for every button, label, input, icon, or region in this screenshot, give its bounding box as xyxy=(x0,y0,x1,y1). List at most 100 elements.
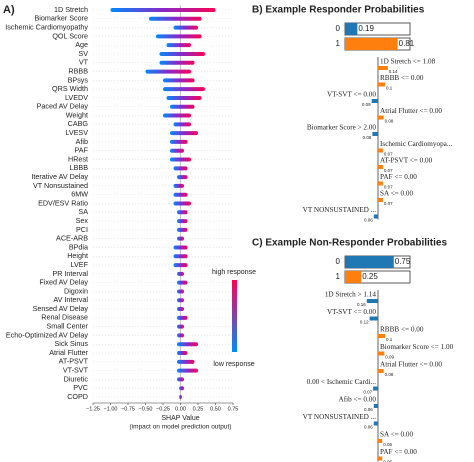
feature-label: ACE-ARB xyxy=(56,234,88,243)
shap-spread xyxy=(177,359,195,364)
shap-spread xyxy=(177,236,184,241)
shap-spread xyxy=(177,342,198,347)
weight-value: 0.07 xyxy=(384,201,393,206)
feature-label: QRS Width xyxy=(52,84,88,93)
weight-value: 0.09 xyxy=(362,102,371,107)
panel-label: A) xyxy=(3,4,15,16)
weight-value: 0.16 xyxy=(357,302,366,307)
feature-label: Biomarker Score xyxy=(34,14,88,23)
feature-label: Afib xyxy=(76,137,88,146)
prob-value: 0.25 xyxy=(362,272,378,281)
feature-label: Paced AV Delay xyxy=(37,102,89,111)
shap-spread xyxy=(177,324,184,329)
x-tick-label: 0.75 xyxy=(228,406,239,412)
weight-value: 0.06 xyxy=(383,442,392,447)
weight-value: 0.07 xyxy=(363,390,372,395)
feature-label: Sensed AV Delay xyxy=(33,304,89,313)
weight-bar xyxy=(373,421,378,426)
feature-label: PVC xyxy=(73,383,88,392)
feature-label: VT Nonsustained xyxy=(33,181,88,190)
colorbar xyxy=(232,280,237,352)
x-tick-label: −0.75 xyxy=(121,406,135,412)
weight-bar xyxy=(371,99,378,103)
feature-label: Echo-Optimized AV Delay xyxy=(6,330,89,339)
shap-spread xyxy=(170,157,191,162)
shap-spread xyxy=(163,78,195,83)
feature-label: PCI xyxy=(76,225,88,234)
shap-spread xyxy=(173,183,184,188)
feature-label: LVESV xyxy=(65,128,88,137)
x-tick-label: −1.25 xyxy=(86,406,100,412)
prob-class: 0 xyxy=(336,257,341,266)
x-axis-subtitle: (impact on model prediction output) xyxy=(130,424,232,431)
shap-spread xyxy=(173,263,188,268)
weight-bar xyxy=(378,369,384,373)
weight-value: 0.06 xyxy=(364,407,373,412)
feature-label: 6MW xyxy=(71,190,88,199)
shap-spread xyxy=(159,60,195,65)
weight-bar xyxy=(378,198,383,202)
feature-condition: VT NONSUSTAINED ... xyxy=(303,413,377,421)
feature-condition: Biomarker Score > 2.00 xyxy=(307,124,377,132)
shap-spread xyxy=(173,192,188,197)
feature-label: Age xyxy=(75,40,88,49)
feature-label: Small Center xyxy=(46,322,88,331)
shap-spread xyxy=(177,271,184,276)
shap-spread xyxy=(179,395,182,399)
shap-spread xyxy=(177,210,188,215)
weight-value: 0.06 xyxy=(383,460,392,462)
feature-condition: Biomarker Score <= 1.00 xyxy=(380,343,454,351)
weight-bar xyxy=(378,439,383,443)
shap-spread xyxy=(170,148,184,153)
prob-value: 0.75 xyxy=(395,257,411,266)
feature-label: Sex xyxy=(76,216,89,225)
weight-bar xyxy=(378,66,388,70)
panel-title: B) Example Responder Probabilities xyxy=(252,5,425,16)
feature-label: PAF xyxy=(75,146,89,155)
feature-condition: RBBB <= 0.00 xyxy=(380,326,424,334)
feature-condition: PAF <= 0.00 xyxy=(380,173,417,181)
feature-condition: 1D Stretch <= 1.08 xyxy=(380,58,436,66)
x-tick-label: −0.25 xyxy=(156,406,170,412)
shap-spread xyxy=(170,131,198,136)
x-tick-label: −0.50 xyxy=(139,406,153,412)
feature-condition: Afib <= 0.00 xyxy=(339,396,377,404)
feature-label: VT xyxy=(79,58,89,67)
weight-bar xyxy=(378,82,385,87)
feature-label: SV xyxy=(78,49,88,58)
feature-label: HRest xyxy=(68,154,88,163)
feature-label: Renal Disease xyxy=(41,313,88,322)
weight-value: 0.07 xyxy=(384,168,393,173)
weight-bar xyxy=(373,214,378,219)
shap-spread xyxy=(177,333,184,338)
feature-condition: 1D Stretch > 1.14 xyxy=(325,291,377,299)
weight-value: 0.08 xyxy=(385,372,394,377)
shap-spread xyxy=(177,298,184,303)
weight-bar xyxy=(378,115,384,120)
feature-label: COPD xyxy=(67,392,88,401)
feature-condition: Atrial Flutter <= 0.00 xyxy=(380,107,442,115)
weight-bar xyxy=(369,316,378,321)
feature-label: RBBB xyxy=(68,66,88,75)
shap-spread xyxy=(173,25,198,30)
shap-spread xyxy=(156,34,202,39)
weight-value: 0.06 xyxy=(364,218,373,223)
feature-label: VT-SVT xyxy=(63,366,89,375)
feature-label: BPsys xyxy=(68,75,89,84)
shap-spread xyxy=(177,227,188,232)
weight-value: 0.07 xyxy=(384,152,393,157)
x-tick-label: −1.00 xyxy=(104,406,118,412)
feature-condition: PAF <= 0.00 xyxy=(380,448,417,456)
feature-condition: SA <= 0.00 xyxy=(380,190,413,198)
feature-label: PR Interval xyxy=(52,269,88,278)
feature-label: Ischemic Cardiomyopathy xyxy=(5,22,88,31)
weight-value: 0.1 xyxy=(386,337,393,342)
feature-condition: 0.00 < Ischemic Cardi... xyxy=(307,378,377,386)
weight-bar xyxy=(366,299,378,303)
weight-bar xyxy=(378,456,383,461)
weight-value: 0.14 xyxy=(389,69,398,74)
shap-spread xyxy=(177,175,188,180)
weight-bar xyxy=(378,334,385,338)
feature-label: Weight xyxy=(66,110,88,119)
